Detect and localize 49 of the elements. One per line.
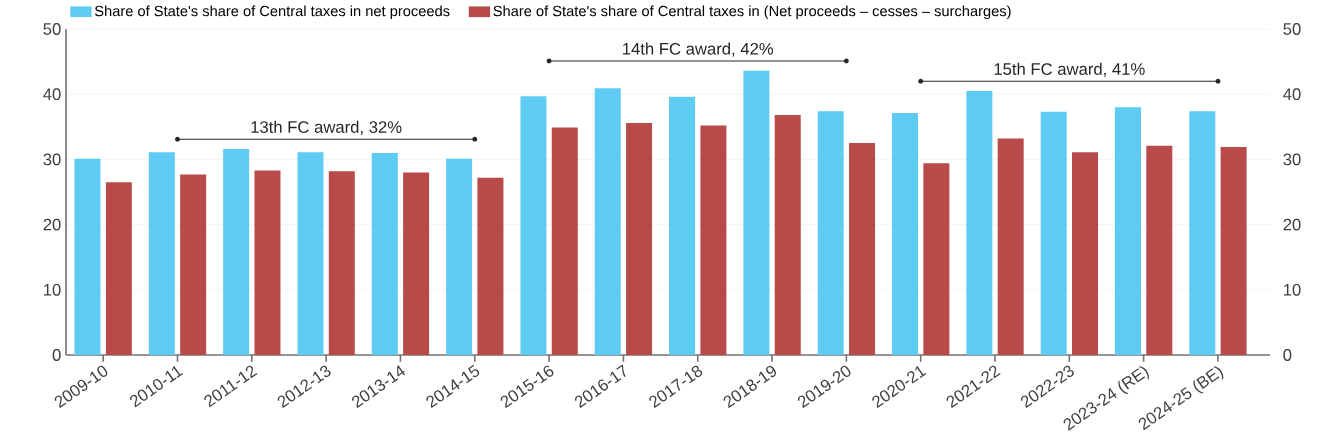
bar [849,143,876,355]
y2-tick-label: 20 [1283,218,1301,231]
bar [403,172,430,355]
y-tick-label: 30 [43,153,61,166]
y-tick-label: 0 [52,349,61,361]
bar [1220,147,1247,355]
bar [1114,107,1141,355]
y2-tick-label: 40 [1283,88,1301,101]
annotation: 15th FC award, 41% [994,62,1145,77]
bar [74,158,101,355]
bar [997,138,1024,355]
bar [297,152,324,355]
y2-tick-label: 10 [1284,283,1301,296]
bar [669,96,696,355]
bar [774,115,801,355]
bar [180,174,207,355]
y-tick-label: 20 [43,218,61,231]
legend-label: Share of State's share of Central taxes in net proceeds [94,5,450,20]
y2-tick-label: 0 [1283,349,1292,361]
bar [1189,111,1216,355]
bar [892,113,919,355]
bar [966,90,993,355]
bar [446,158,473,355]
bar [148,152,175,355]
bar [328,171,355,355]
bar [1040,111,1067,355]
bar [743,70,770,355]
y-tick-label: 50 [43,23,61,35]
y2-tick-label: 30 [1283,153,1301,166]
bar [520,96,547,355]
bar [700,125,727,355]
bar [817,111,844,355]
annotation: 13th FC award, 32% [251,120,402,135]
bar [1072,152,1099,355]
bar [477,177,504,355]
bar [223,148,250,355]
annotation: 14th FC award, 42% [623,42,774,57]
bar [105,182,132,355]
bar [371,152,398,355]
y-tick-label: 40 [43,88,61,101]
bar [626,122,653,355]
y-tick-label: 10 [44,283,61,296]
y2-tick-label: 50 [1283,23,1301,35]
bar [551,127,578,355]
bar [1146,145,1173,355]
bar [254,170,281,355]
bar [923,163,950,355]
bar [594,88,621,355]
legend-label: Share of State's share of Central taxes in (Net proceeds – cesses – surcharges) [493,5,1011,20]
